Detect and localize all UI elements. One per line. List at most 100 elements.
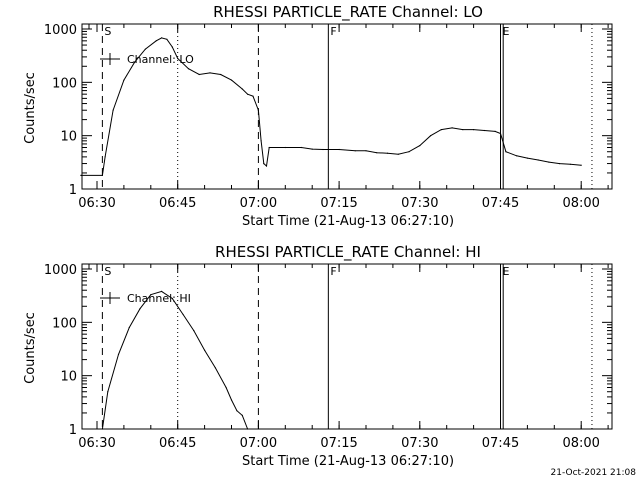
data-point-hi [214, 367, 216, 369]
chart-title-lo: RHESSI PARTICLE_RATE Channel: LO [213, 3, 483, 22]
data-point-lo [580, 164, 582, 166]
x-axis-label-lo: Start Time (21-Aug-13 06:27:10) [242, 214, 454, 229]
data-point-hi [204, 349, 206, 351]
data-point-hi [225, 386, 227, 389]
y-tick-label-hi: 100 [52, 316, 77, 331]
data-point-hi [161, 290, 163, 292]
data-point-lo [263, 163, 265, 165]
x-tick-label-lo: 07:30 [401, 196, 438, 211]
data-point-lo [322, 148, 324, 151]
data-point-lo [177, 57, 179, 60]
data-point-hi [150, 294, 152, 296]
data-point-lo [559, 163, 561, 165]
x-axis-label-hi: Start Time (21-Aug-13 06:27:10) [242, 454, 454, 469]
x-tick-label-lo: 08:00 [562, 196, 599, 211]
x-tick-label-lo: 07:45 [482, 196, 519, 211]
data-point-lo [311, 148, 313, 150]
x-tick-label-hi: 06:30 [78, 436, 115, 451]
x-tick-label-hi: 07:45 [482, 436, 519, 451]
x-tick-label-hi: 07:00 [240, 436, 277, 451]
data-point-lo [386, 152, 389, 154]
data-point-lo [397, 153, 399, 155]
marker-label-s-hi: S [104, 265, 111, 278]
marker-label-f-hi: F [330, 265, 336, 278]
data-point-hi [247, 428, 249, 430]
data-point-lo [462, 129, 464, 131]
data-point-lo [166, 38, 168, 40]
data-point-lo [440, 129, 442, 131]
data-point-lo [260, 140, 262, 142]
data-point-lo [171, 46, 173, 48]
x-tick-label-lo: 06:45 [159, 196, 196, 211]
data-point-lo [155, 40, 157, 42]
data-point-lo [161, 37, 163, 39]
x-tick-label-hi: 07:30 [401, 436, 438, 451]
x-tick-label-lo: 07:15 [320, 196, 357, 211]
y-tick-label-hi: 1 [69, 423, 77, 438]
x-tick-label-hi: 06:45 [159, 436, 196, 451]
y-tick-label-hi: 1000 [44, 263, 77, 278]
data-point-lo [505, 151, 507, 153]
data-point-hi [182, 313, 184, 316]
data-point-lo [430, 135, 432, 137]
data-point-lo [241, 88, 243, 90]
data-point-lo [220, 73, 222, 76]
data-point-lo [247, 93, 249, 95]
data-point-lo [338, 148, 340, 151]
data-point-lo [499, 132, 502, 135]
data-point-lo [104, 156, 106, 158]
y-tick-label-hi: 10 [60, 370, 77, 385]
data-point-lo [252, 95, 254, 97]
series-line-hi [101, 290, 249, 430]
x-tick-label-lo: 07:00 [240, 196, 277, 211]
y-tick-label-lo: 1000 [44, 23, 77, 38]
y-tick-label-lo: 1 [69, 183, 77, 198]
data-point-lo [473, 129, 475, 131]
data-point-lo [198, 73, 200, 76]
plot-frame-lo [81, 23, 613, 190]
legend-label-hi: Channel: HI [127, 292, 191, 305]
data-point-lo [483, 129, 485, 132]
y-axis-label-hi: Counts/sec [23, 312, 38, 384]
data-point-lo [419, 145, 421, 147]
data-point-hi [139, 308, 141, 310]
data-point-hi [236, 410, 238, 412]
data-point-lo [494, 130, 496, 132]
plot-frame-hi [81, 263, 613, 430]
data-point-lo [300, 146, 302, 149]
data-point-lo [230, 79, 233, 81]
data-point-lo [376, 152, 378, 154]
data-point-lo [516, 155, 518, 157]
data-point-lo [526, 157, 529, 159]
data-point-hi [107, 391, 109, 393]
data-point-lo [144, 48, 146, 50]
y-axis-label-lo: Counts/sec [23, 72, 38, 144]
data-point-lo [112, 109, 114, 111]
data-point-hi [171, 297, 173, 300]
data-point-lo [80, 174, 82, 176]
x-tick-label-hi: 07:15 [320, 436, 357, 451]
y-tick-label-lo: 10 [60, 130, 77, 145]
data-point-lo [365, 150, 367, 152]
data-point-lo [134, 61, 136, 63]
footer-timestamp: 21-Oct-2021 21:08 [551, 468, 637, 478]
data-point-hi [193, 330, 195, 332]
data-point-lo [408, 151, 410, 153]
x-tick-label-hi: 08:00 [562, 436, 599, 451]
marker-label-s-lo: S [104, 25, 111, 38]
data-point-lo [548, 161, 550, 163]
data-point-hi [230, 399, 233, 401]
y-tick-label-lo: 100 [52, 76, 77, 91]
data-point-lo [354, 150, 356, 152]
marker-label-f-lo: F [330, 25, 336, 38]
data-point-lo [101, 174, 103, 176]
data-point-hi [117, 353, 120, 355]
data-point-lo [187, 68, 190, 70]
data-point-lo [268, 146, 270, 149]
chart-title-hi: RHESSI PARTICLE_RATE Channel: HI [215, 243, 481, 262]
data-point-lo [451, 127, 453, 129]
data-point-lo [209, 72, 211, 74]
data-point-hi [101, 428, 103, 430]
data-point-lo [123, 79, 125, 81]
